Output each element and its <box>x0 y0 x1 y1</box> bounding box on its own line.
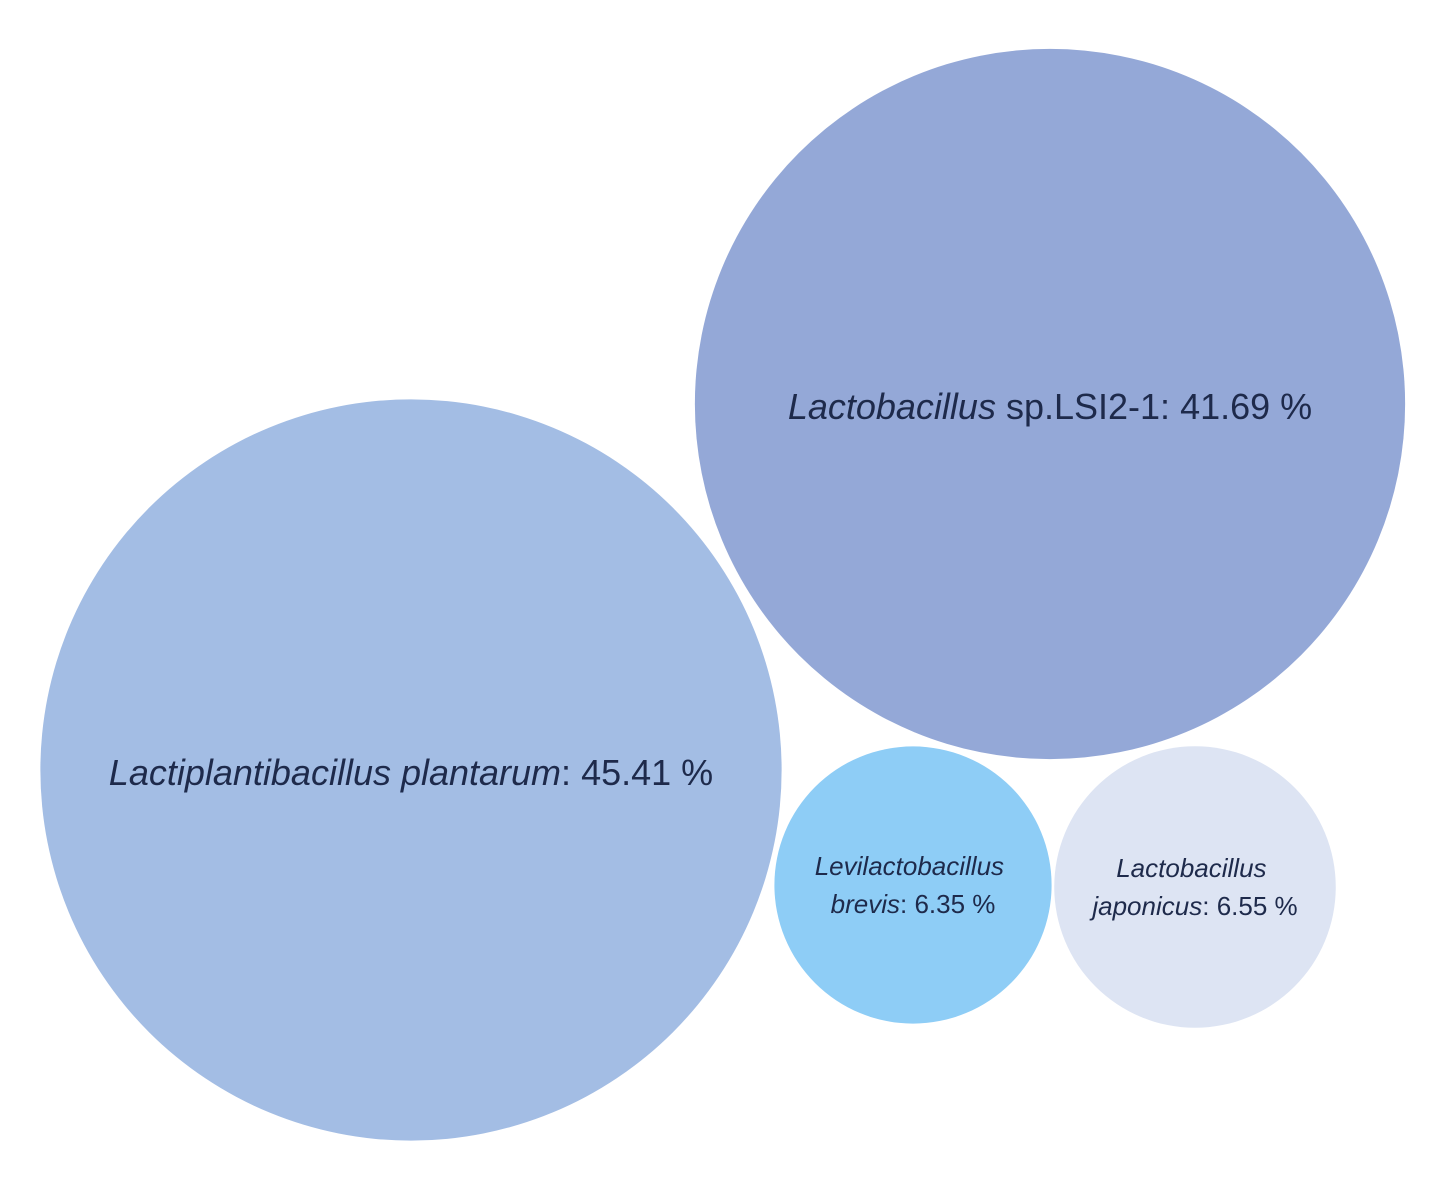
bubble-label: Lactiplantibacillus plantarum: 45.41 % <box>109 752 713 793</box>
value-label: 45.41 % <box>581 752 713 793</box>
bubble <box>1054 746 1336 1028</box>
species-name: Lactobacillus sp.LSI2-1 <box>788 386 1160 427</box>
label-separator: : <box>1160 386 1170 427</box>
name-part: brevis <box>831 889 900 919</box>
label-separator: : <box>900 889 907 919</box>
value-label: 41.69 % <box>1180 386 1312 427</box>
value-label: 6.55 % <box>1217 891 1298 921</box>
name-part: Lactobacillus <box>788 386 996 427</box>
bubble-label: Levilactobacillus brevis: 6.35 % <box>815 851 1012 919</box>
name-part: Lactobacillus <box>1116 853 1274 883</box>
species-name: Levilactobacillus brevis <box>815 851 1012 919</box>
name-part: sp.LSI2-1 <box>996 386 1160 427</box>
value-label: 6.35 % <box>914 889 995 919</box>
species-name: Lactobacillus japonicus <box>1089 853 1273 921</box>
label-separator: : <box>1202 891 1209 921</box>
bubble <box>774 746 1052 1024</box>
bubble <box>40 399 782 1141</box>
name-part: japonicus <box>1089 891 1202 921</box>
bubble <box>694 48 1406 760</box>
name-part: Levilactobacillus <box>815 851 1012 881</box>
bubble-label: Lactobacillus japonicus: 6.55 % <box>1089 853 1297 921</box>
bubble-label: Lactobacillus sp.LSI2-1: 41.69 % <box>788 386 1312 427</box>
label-separator: : <box>561 752 571 793</box>
species-name: Lactiplantibacillus plantarum <box>109 752 561 793</box>
name-part: Lactiplantibacillus plantarum <box>109 752 561 793</box>
